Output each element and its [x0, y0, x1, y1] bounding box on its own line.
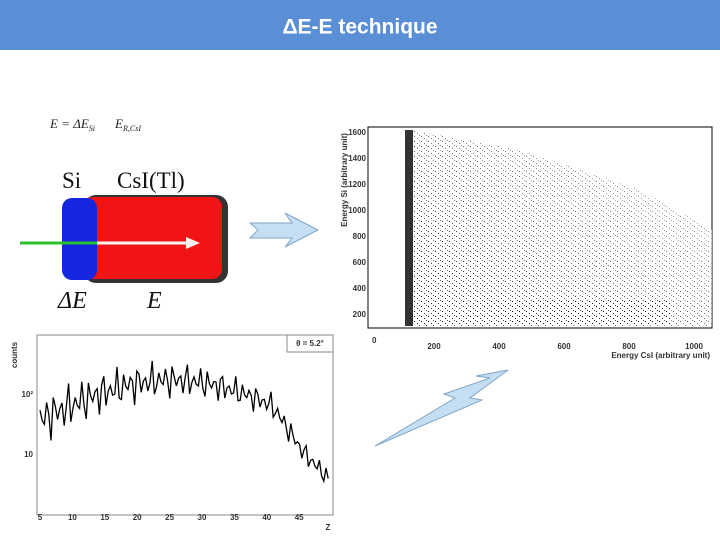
csi-crystal	[82, 197, 222, 279]
histogram-frame	[36, 334, 334, 516]
x-tick-label: 25	[165, 513, 174, 522]
x-tick-label: 1000	[685, 342, 703, 351]
y-tick-label: 800	[353, 232, 367, 241]
title: ΔE-E technique	[282, 16, 437, 39]
scatter-ticks: 0 200 400 600 800 1000 1200 1400 1600 200 400 600 80…	[348, 128, 703, 351]
x-tick-label: 45	[295, 513, 304, 522]
y-tick-label: 10²	[21, 390, 33, 399]
x-tick-label: 400	[492, 342, 506, 351]
x-tick-label: 20	[133, 513, 142, 522]
x-tick-label: 600	[557, 342, 571, 351]
x-tick-label: 800	[622, 342, 636, 351]
y-axis-label: Energy Si (arbitrary unit)	[340, 133, 349, 227]
formula-rhs: E	[114, 116, 123, 131]
si-label: Si	[62, 168, 81, 193]
scatter-fade	[410, 130, 712, 326]
legend-box	[286, 334, 334, 353]
y-tick-label: 1400	[348, 154, 366, 163]
y-tick-label: 400	[353, 284, 367, 293]
formula-sub: R,CsI	[122, 124, 141, 133]
csi-label: CsI(Tl)	[117, 168, 185, 193]
e-label: E	[146, 288, 162, 314]
x-tick-label: 200	[427, 342, 441, 351]
y-axis-label: counts	[10, 341, 19, 368]
arrow-down-left	[374, 369, 509, 447]
arrow-head	[186, 237, 200, 249]
scatter-band	[405, 130, 413, 326]
y-tick-label: 600	[353, 258, 367, 267]
x-tick-label: 35	[230, 513, 239, 522]
arrow-right	[248, 212, 320, 248]
x-axis-label: Z	[326, 523, 331, 532]
y-tick-label: 1000	[348, 206, 366, 215]
y-tick-label: 1600	[348, 128, 366, 137]
histogram-ticks: 10 10² 5 10 15 20 25 30 35 40 45	[21, 390, 304, 522]
scatter-texture	[470, 300, 670, 324]
delta-e-label: ΔE	[57, 288, 87, 314]
y-tick-label: 200	[353, 310, 367, 319]
y-tick-label: 10	[24, 450, 33, 459]
y-tick-label: 0	[372, 336, 377, 345]
histogram-line	[39, 360, 329, 484]
legend: θ = 5.2°	[296, 339, 324, 348]
formula-lhs: E = ΔE	[49, 116, 89, 131]
y-tick-label: 1200	[348, 180, 366, 189]
x-axis-label: Energy CsI (arbitrary unit)	[611, 351, 710, 360]
x-tick-label: 10	[68, 513, 77, 522]
header-bar	[0, 0, 720, 50]
formula-sub: Si	[89, 124, 95, 133]
si-detector	[62, 198, 97, 280]
formula: E = ΔESi ER,CsI	[49, 116, 141, 133]
x-tick-label: 40	[262, 513, 271, 522]
x-tick-label: 15	[100, 513, 109, 522]
x-tick-label: 30	[198, 513, 207, 522]
x-tick-label: 5	[38, 513, 43, 522]
